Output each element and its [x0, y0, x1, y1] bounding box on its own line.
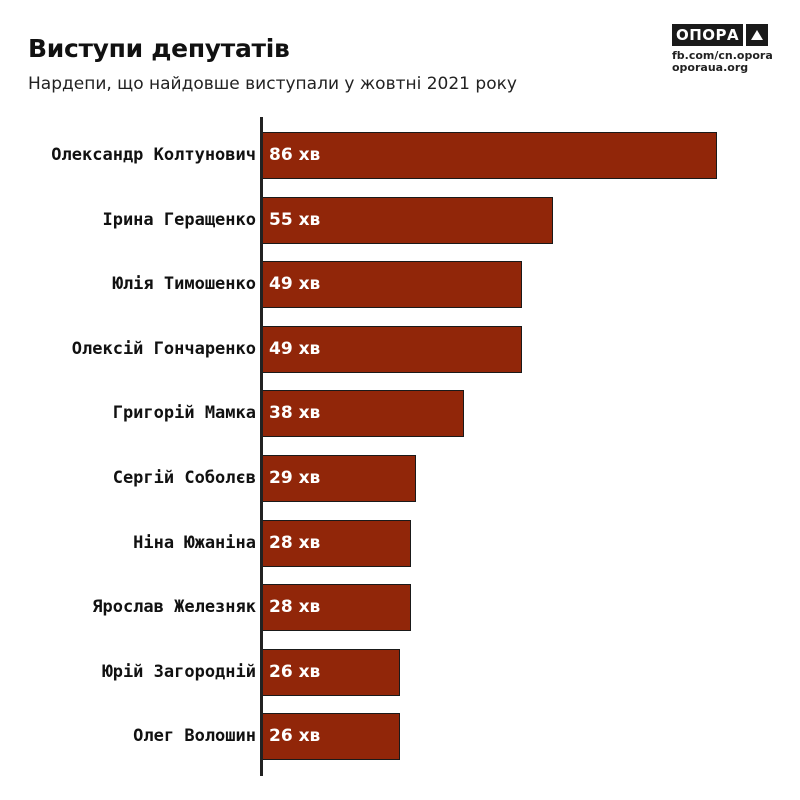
bar-row: Ярослав Железняк 28 хв [0, 584, 800, 632]
y-axis-line [260, 117, 263, 776]
bar: 38 хв [262, 390, 464, 438]
bar-row: Григорій Мамка 38 хв [0, 390, 800, 438]
bar: 86 хв [262, 132, 717, 179]
bar-label: Сергій Соболєв [112, 468, 256, 488]
bar: 55 хв [262, 196, 553, 244]
bar: 28 хв [262, 519, 411, 567]
bar-row: Олексій Гончаренко 49 хв [0, 325, 800, 373]
bar-label: Ніна Южаніна [133, 532, 256, 553]
bar: 29 хв [262, 455, 416, 502]
bar-row: Ірина Геращенко 55 хв [0, 196, 800, 244]
bar-value: 86 хв [269, 145, 321, 165]
bar-row: Олег Волошин 26 хв [0, 713, 800, 761]
bar-value: 26 хв [269, 661, 321, 682]
bar: 49 хв [262, 261, 522, 309]
bar-label: Ірина Геращенко [102, 209, 256, 230]
bar: 26 хв [262, 648, 400, 696]
logo-facebook-link: fb.com/cn.opora [672, 49, 773, 62]
bar-label: Олександр Колтунович [51, 145, 256, 165]
chart-subtitle: Нардепи, що найдовше виступали у жовтні … [28, 74, 517, 94]
logo-word: ОПОРА [672, 24, 744, 46]
bar-label: Юрій Загородній [102, 661, 256, 682]
bar-row: Юрій Загородній 26 хв [0, 648, 800, 696]
bar-row: Сергій Соболєв 29 хв [0, 455, 800, 502]
bar-label: Олег Волошин [133, 726, 256, 747]
triangle-icon [746, 24, 768, 46]
bar-value: 38 хв [269, 403, 321, 424]
bar-label: Григорій Мамка [112, 403, 256, 424]
bar: 26 хв [262, 713, 400, 761]
bar-row: Юлія Тимошенко 49 хв [0, 261, 800, 309]
bar-row: Ніна Южаніна 28 хв [0, 519, 800, 567]
bar-label: Ярослав Железняк [92, 597, 256, 618]
bar-value: 29 хв [269, 468, 321, 488]
bar-label: Олексій Гончаренко [71, 338, 256, 359]
bar-label: Юлія Тимошенко [112, 274, 256, 295]
bar-value: 28 хв [269, 532, 321, 553]
opora-logo: ОПОРА fb.com/cn.opora oporaua.org [672, 24, 773, 74]
bar-value: 49 хв [269, 274, 321, 295]
bar: 28 хв [262, 584, 411, 632]
bar-value: 28 хв [269, 597, 321, 618]
chart-title: Виступи депутатів [28, 34, 290, 63]
bar-value: 26 хв [269, 726, 321, 747]
logo-website-link: oporaua.org [672, 61, 749, 74]
bar-row: Олександр Колтунович 86 хв [0, 132, 800, 179]
logo-mark: ОПОРА [672, 24, 768, 46]
bar-value: 49 хв [269, 338, 321, 359]
bar: 49 хв [262, 325, 522, 373]
bar-value: 55 хв [269, 209, 321, 230]
